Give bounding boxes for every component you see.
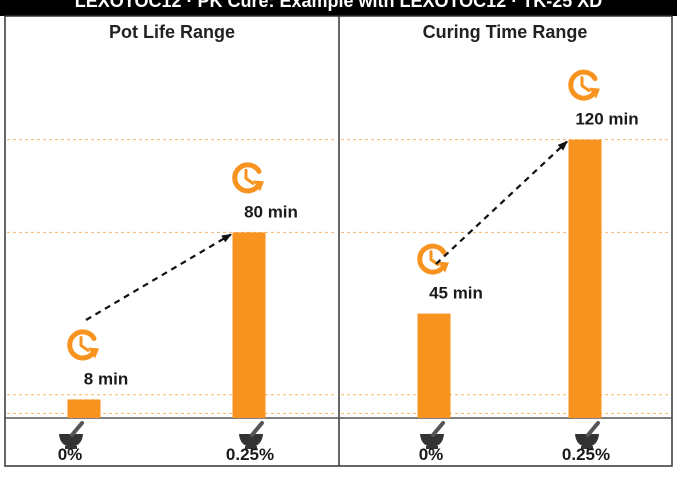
pestle xyxy=(431,421,445,437)
mortar-base xyxy=(65,446,77,449)
banner-title: LEXOTOC12 · PK Cure: Example with LEXOTO… xyxy=(74,0,603,11)
pestle xyxy=(586,421,600,437)
clock-refresh-icon xyxy=(417,243,449,275)
refresh-arc xyxy=(67,329,97,361)
clock-hands xyxy=(580,76,591,93)
clock-refresh-icon xyxy=(568,69,600,101)
clock-refresh-icon xyxy=(232,162,264,194)
clock-refresh-icon xyxy=(67,329,99,361)
refresh-arrow xyxy=(253,180,264,192)
bar xyxy=(67,399,101,418)
category-label: 0.25% xyxy=(226,445,274,464)
clock-hands xyxy=(244,168,255,185)
refresh-arc xyxy=(568,69,598,101)
mortar-pestle-icon xyxy=(575,421,600,449)
trend-arrow xyxy=(85,233,232,321)
refresh-arrow xyxy=(88,347,99,359)
category-label: 0% xyxy=(58,445,83,464)
mortar-bowl xyxy=(59,434,83,447)
mortar-bowl xyxy=(575,434,599,447)
category-label: 0% xyxy=(419,445,444,464)
data-label: 45 min xyxy=(429,284,483,303)
mortar-base xyxy=(245,446,257,449)
refresh-arc xyxy=(232,162,262,194)
mortar-pestle-icon xyxy=(59,421,84,449)
mortar-bowl xyxy=(420,434,444,447)
mortar-pestle-icon xyxy=(239,421,264,449)
clock-hands xyxy=(79,335,90,352)
bar xyxy=(417,313,451,418)
mortar-base xyxy=(581,446,593,449)
refresh-arrow xyxy=(589,87,600,99)
chart-title: Pot Life Range xyxy=(109,22,235,42)
mortar-bowl xyxy=(239,434,263,447)
pestle xyxy=(250,421,264,437)
pestle xyxy=(70,421,84,437)
bar xyxy=(568,139,602,418)
data-label: 80 min xyxy=(244,202,298,221)
trend-arrow xyxy=(435,140,568,265)
refresh-arc xyxy=(417,243,447,275)
mortar-base xyxy=(426,446,438,449)
data-label: 120 min xyxy=(575,110,638,129)
chart-panel-1: Pot Life Range 8 min 80 min 0% 0.25% xyxy=(5,22,339,464)
category-label: 0.25% xyxy=(562,445,610,464)
data-label: 8 min xyxy=(84,369,128,388)
top-banner: LEXOTOC12 · PK Cure: Example with LEXOTO… xyxy=(0,0,677,16)
mortar-pestle-icon xyxy=(420,421,445,449)
chart-panel-2: Curing Time Range 45 min 120 min 0% 0.25% xyxy=(339,22,672,464)
refresh-arrow xyxy=(438,261,449,273)
bar xyxy=(232,232,266,418)
chart-title: Curing Time Range xyxy=(423,22,588,42)
